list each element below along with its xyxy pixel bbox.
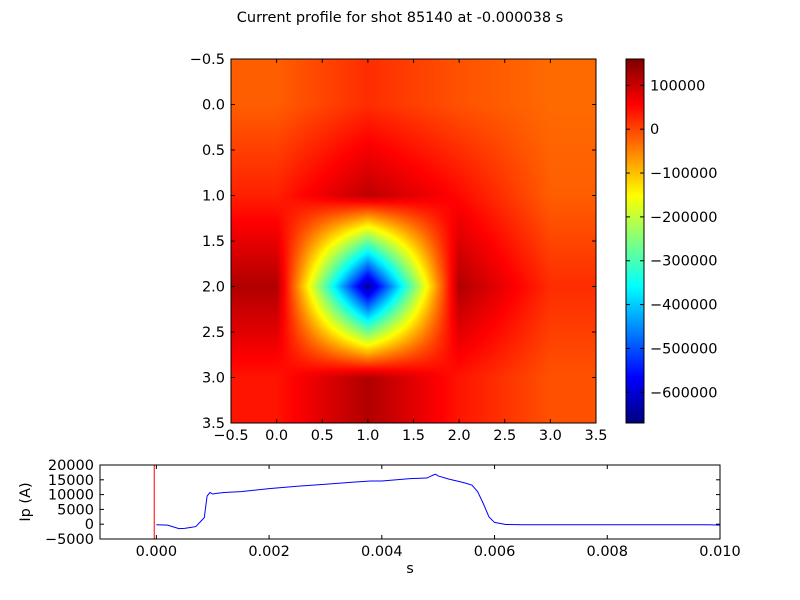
line-plot-marks	[153, 465, 721, 539]
heatmap-y-axis: −0.5 0.0 0.5 1.0 1.5 2.0 2.5 3.0 3.5	[190, 52, 596, 432]
colorbar-tick-label: −200000	[650, 210, 718, 226]
line-y-tick-label: 15000	[48, 473, 94, 489]
heatmap-x-tick-label: 2.0	[448, 428, 471, 444]
colorbar-tick-label: −100000	[650, 166, 718, 182]
heatmap-x-tick-label: 0.0	[265, 428, 288, 444]
line-y-tick-label: −5000	[45, 532, 94, 548]
heatmap-image	[231, 59, 596, 423]
heatmap-x-tick-label: 2.5	[493, 428, 516, 444]
heatmap-canvas	[231, 59, 596, 423]
heatmap-x-tick-label: 0.5	[311, 428, 334, 444]
line-plot-bg	[100, 465, 720, 539]
line-plot-frame	[99, 464, 721, 540]
line-y-tick-label: 0	[85, 517, 94, 533]
heatmap-y-tick-label: −0.5	[190, 52, 225, 68]
heatmap-x-tick-label: −0.5	[213, 428, 248, 444]
colorbar-tick-label: −500000	[650, 341, 718, 357]
line-x-tick-label: 0.000	[136, 544, 178, 560]
line-x-tick-label: 0.010	[699, 544, 741, 560]
line-x-tick-label: 0.006	[474, 544, 516, 560]
line-y-tick-label: 5000	[57, 502, 94, 518]
heatmap-x-tick-label: 1.5	[402, 428, 425, 444]
colorbar-tick-label: −400000	[650, 298, 718, 314]
heatmap-y-tick-label: 3.0	[202, 371, 225, 387]
heatmap-x-tick-label: 3.5	[584, 428, 607, 444]
colorbar-axis: 100000 0 −100000 −200000 −300000 −400000 −5000…	[626, 78, 718, 401]
line-y-tick-label: 20000	[48, 458, 94, 474]
colorbar-frame	[625, 58, 645, 424]
heatmap-y-tick-label: 2.5	[202, 325, 225, 341]
line-x-label: s	[406, 561, 414, 577]
heatmap-x-tick-label: 1.0	[356, 428, 379, 444]
heatmap-x-tick-label: 3.0	[539, 428, 562, 444]
ip-series-line	[156, 473, 721, 530]
colorbar-tick-label: 0	[650, 122, 659, 138]
heatmap-y-tick-label: 0.5	[202, 143, 225, 159]
line-x-tick-label: 0.008	[587, 544, 629, 560]
line-y-tick-label: 10000	[48, 488, 94, 504]
colorbar-tick-label: 100000	[650, 78, 705, 94]
heatmap-x-axis: −0.5 0.0 0.5 1.0 1.5 2.0 2.5 3.0 3.5	[213, 59, 608, 444]
line-x-tick-label: 0.004	[361, 544, 403, 560]
heatmap-y-tick-label: 1.5	[202, 234, 225, 250]
colorbar-tick-label: −300000	[650, 254, 718, 270]
chart-title: Current profile for shot 85140 at -0.000…	[236, 10, 564, 26]
line-x-axis: 0.000 0.002 0.004 0.006 0.008 0.010	[136, 465, 741, 560]
heatmap-y-tick-label: 3.5	[202, 416, 225, 432]
colorbar-tick-label: −600000	[650, 385, 718, 401]
heatmap-y-tick-label: 0.0	[202, 98, 225, 114]
line-y-label: Ip (A)	[18, 482, 34, 521]
heatmap-y-tick-label: 2.0	[202, 280, 225, 296]
heatmap-y-tick-label: 1.0	[202, 189, 225, 205]
heatmap-frame	[230, 58, 597, 424]
colorbar-canvas	[626, 59, 644, 423]
line-x-tick-label: 0.002	[248, 544, 290, 560]
colorbar-image	[626, 59, 644, 423]
